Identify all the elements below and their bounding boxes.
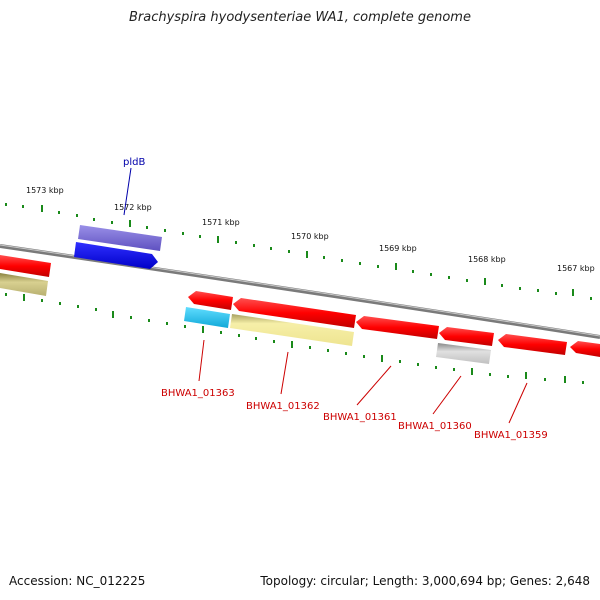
genome-summary-text: Topology: circular; Length: 3,000,694 bp… (260, 574, 590, 588)
bhwa1-01362-connector (280, 351, 289, 395)
bhwa1-01359-connector (508, 382, 528, 424)
accession-text: Accession: NC_012225 (9, 574, 146, 588)
bhwa1-01362-label[interactable]: BHWA1_01362 (246, 401, 320, 412)
bhwa1-01360-connector (432, 375, 462, 415)
kbp-label-1573: 1573 kbp (26, 186, 64, 195)
bhwa1-01362-gene-feature[interactable] (230, 298, 356, 346)
kbp-label-1570: 1570 kbp (291, 232, 329, 241)
kbp-label-1571: 1571 kbp (202, 218, 240, 227)
bhwa1-01361-gene-feature[interactable] (356, 316, 439, 339)
upper-tick-ring (5, 203, 592, 300)
bhwa1-01363-gene-feature[interactable] (184, 291, 233, 328)
pldB-label[interactable]: pldB (123, 157, 145, 168)
bhwa1-01361-connector (356, 365, 392, 406)
pldB-connector (123, 167, 132, 216)
kbp-label-1568: 1568 kbp (468, 255, 506, 264)
right-edge-gene-feature[interactable] (570, 341, 600, 357)
bhwa1-01361-label[interactable]: BHWA1_01361 (323, 412, 397, 423)
left-gene-feature[interactable] (0, 255, 51, 296)
bhwa1-01360-gene-feature[interactable] (436, 327, 494, 364)
kbp-label-1572: 1572 kbp (114, 203, 152, 212)
bhwa1-01360-label[interactable]: BHWA1_01360 (398, 421, 472, 432)
lower-tick-ring (5, 293, 584, 384)
bhwa1-01363-connector (198, 339, 205, 382)
bhwa1-01359-label[interactable]: BHWA1_01359 (474, 430, 548, 441)
kbp-label-1567: 1567 kbp (557, 264, 595, 273)
pldB-gene-feature[interactable] (74, 225, 162, 269)
bhwa1-01359-gene-feature[interactable] (498, 334, 567, 355)
map-title: Brachyspira hyodysenteriae WA1, complete… (129, 10, 471, 25)
bhwa1-01363-label[interactable]: BHWA1_01363 (161, 388, 235, 399)
kbp-label-1569: 1569 kbp (379, 244, 417, 253)
genome-backbone (0, 244, 600, 339)
